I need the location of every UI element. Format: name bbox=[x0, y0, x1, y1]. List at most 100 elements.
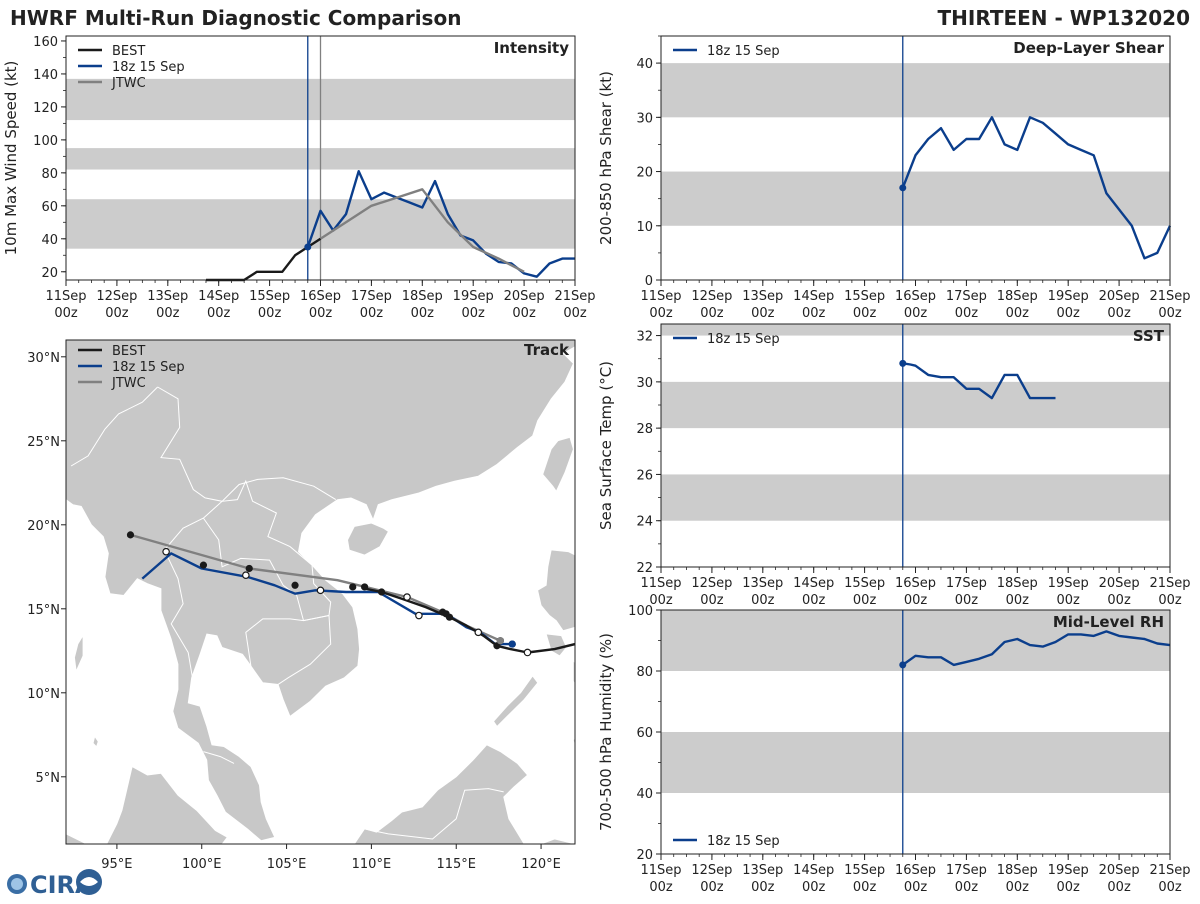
rh-xtick-date: 19Sep bbox=[1048, 863, 1089, 878]
shear-ytick-label: 20 bbox=[636, 166, 653, 181]
shear-legend-label: 18z 15 Sep bbox=[707, 44, 780, 59]
track-open-marker-18z-15-sep bbox=[523, 648, 532, 657]
sst-title: SST bbox=[1133, 327, 1165, 345]
sst-ytick-label: 22 bbox=[636, 561, 653, 576]
shear-xtick-date: 11Sep bbox=[640, 289, 681, 304]
shear-ytick-label: 40 bbox=[636, 57, 653, 72]
intensity-ytick-label: 60 bbox=[41, 200, 58, 215]
track-xtick-label: 115°E bbox=[436, 857, 476, 872]
track-marker-best bbox=[493, 642, 501, 650]
intensity-xtick-hour: 00z bbox=[309, 306, 333, 321]
rh-xtick-hour: 00z bbox=[751, 880, 775, 895]
intensity-xtick-hour: 00z bbox=[258, 306, 282, 321]
track-marker-jtwc bbox=[245, 564, 253, 573]
track-map-land bbox=[66, 340, 575, 844]
land-borneo bbox=[353, 744, 529, 844]
track-legend-label: BEST bbox=[112, 344, 145, 359]
rh-band-0 bbox=[661, 732, 1170, 793]
intensity-title: Intensity bbox=[494, 39, 570, 57]
sst-ytick-label: 24 bbox=[636, 515, 653, 530]
intensity-legend-label: 18z 15 Sep bbox=[112, 60, 185, 75]
intensity-xtick-date: 11Sep bbox=[45, 289, 86, 304]
rh-xtick-date: 21Sep bbox=[1149, 863, 1190, 878]
shear-xtick-hour: 00z bbox=[904, 306, 928, 321]
intensity-legend-label: BEST bbox=[112, 44, 145, 59]
sst-xtick-hour: 00z bbox=[649, 593, 673, 608]
track-open-marker-18z-15-sep bbox=[316, 586, 325, 595]
shear-xtick-date: 19Sep bbox=[1048, 289, 1089, 304]
sst-panel: 22 24 26 28 30 32 11Sep 00z 12Sep 00z 13Sep 00z 14Se… bbox=[597, 323, 1191, 608]
intensity-ylabel: 10m Max Wind Speed (kt) bbox=[2, 61, 20, 256]
shear-xtick-hour: 00z bbox=[955, 306, 979, 321]
sst-xtick-hour: 00z bbox=[1057, 593, 1081, 608]
intensity-xtick-date: 18Sep bbox=[402, 289, 443, 304]
intensity-series-18z-15-sep bbox=[306, 169, 575, 278]
intensity-start-marker bbox=[304, 243, 312, 251]
track-frame bbox=[65, 339, 576, 845]
border-thai-malay bbox=[203, 751, 235, 764]
intensity-xtick-hour: 00z bbox=[156, 306, 180, 321]
intensity-xtick-date: 21Sep bbox=[554, 289, 595, 304]
land-hainan bbox=[347, 522, 389, 556]
rh-ytick-label: 40 bbox=[636, 787, 653, 802]
shear-xtick-date: 14Sep bbox=[793, 289, 834, 304]
intensity-ytick-label: 80 bbox=[41, 167, 58, 182]
rh-ytick-label: 60 bbox=[636, 726, 653, 741]
track-xtick-label: 110°E bbox=[352, 857, 392, 872]
sst-xtick-hour: 00z bbox=[751, 593, 775, 608]
intensity-legend-label: JTWC bbox=[111, 76, 146, 91]
border-borneo bbox=[364, 788, 504, 840]
sst-xtick-date: 17Sep bbox=[946, 576, 987, 591]
rh-xtick-date: 17Sep bbox=[946, 863, 987, 878]
rh-xtick-date: 12Sep bbox=[691, 863, 732, 878]
sst-xtick-hour: 00z bbox=[802, 593, 826, 608]
track-open-marker-jtwc bbox=[403, 593, 411, 601]
sst-band-2 bbox=[661, 324, 1170, 336]
rh-ytick-label: 100 bbox=[628, 604, 653, 619]
sst-xtick-hour: 00z bbox=[1158, 593, 1182, 608]
intensity-ytick-label: 100 bbox=[33, 134, 58, 149]
intensity-xtick-date: 12Sep bbox=[96, 289, 137, 304]
shear-xtick-date: 18Sep bbox=[997, 289, 1038, 304]
track-open-marker-18z-15-sep bbox=[162, 547, 170, 556]
sst-xtick-date: 18Sep bbox=[997, 576, 1038, 591]
track-ytick-label: 25°N bbox=[27, 435, 60, 450]
sst-xtick-date: 11Sep bbox=[640, 576, 681, 591]
sst-xtick-date: 20Sep bbox=[1099, 576, 1140, 591]
rh-xtick-hour: 00z bbox=[904, 880, 928, 895]
rh-xtick-hour: 00z bbox=[1107, 880, 1131, 895]
shear-xtick-hour: 00z bbox=[1006, 306, 1030, 321]
rh-xtick-date: 13Sep bbox=[742, 863, 783, 878]
intensity-ytick-label: 20 bbox=[41, 266, 58, 281]
rh-xtick-hour: 00z bbox=[1057, 880, 1081, 895]
sst-plot-area bbox=[661, 324, 1170, 567]
intensity-xtick-hour: 00z bbox=[462, 306, 486, 321]
shear-xtick-hour: 00z bbox=[1158, 306, 1182, 321]
shear-xtick-hour: 00z bbox=[1107, 306, 1131, 321]
shear-title: Deep-Layer Shear bbox=[1013, 39, 1164, 57]
intensity-xtick-date: 13Sep bbox=[147, 289, 188, 304]
track-open-marker-18z-15-sep bbox=[474, 628, 483, 637]
track-title: Track bbox=[524, 341, 570, 359]
track-marker-best bbox=[377, 588, 386, 596]
land-taiwan bbox=[542, 436, 574, 493]
shear-xtick-hour: 00z bbox=[751, 306, 775, 321]
sst-xtick-hour: 00z bbox=[1006, 593, 1030, 608]
rh-xtick-date: 20Sep bbox=[1099, 863, 1140, 878]
sst-ytick-label: 30 bbox=[636, 376, 653, 391]
rh-xtick-hour: 00z bbox=[700, 880, 724, 895]
intensity-xtick-date: 20Sep bbox=[504, 289, 545, 304]
track-marker-18z-15-sep bbox=[291, 581, 299, 589]
land-sulawesi bbox=[540, 838, 575, 844]
sst-ylabel: Sea Surface Temp (°C) bbox=[597, 361, 615, 530]
sst-xtick-date: 16Sep bbox=[895, 576, 936, 591]
rh-xtick-hour: 00z bbox=[853, 880, 877, 895]
intensity-ytick-label: 140 bbox=[33, 68, 58, 83]
rh-xtick-date: 14Sep bbox=[793, 863, 834, 878]
track-jtwc-start-marker bbox=[496, 637, 504, 645]
rh-panel: 20 40 60 80 100 11Sep 00z 12Sep 00z 13Sep 00z 14Sep… bbox=[597, 604, 1191, 895]
rh-ytick-label: 20 bbox=[636, 848, 653, 863]
intensity-ytick-label: 120 bbox=[33, 101, 58, 116]
sst-ytick-label: 26 bbox=[636, 468, 653, 483]
